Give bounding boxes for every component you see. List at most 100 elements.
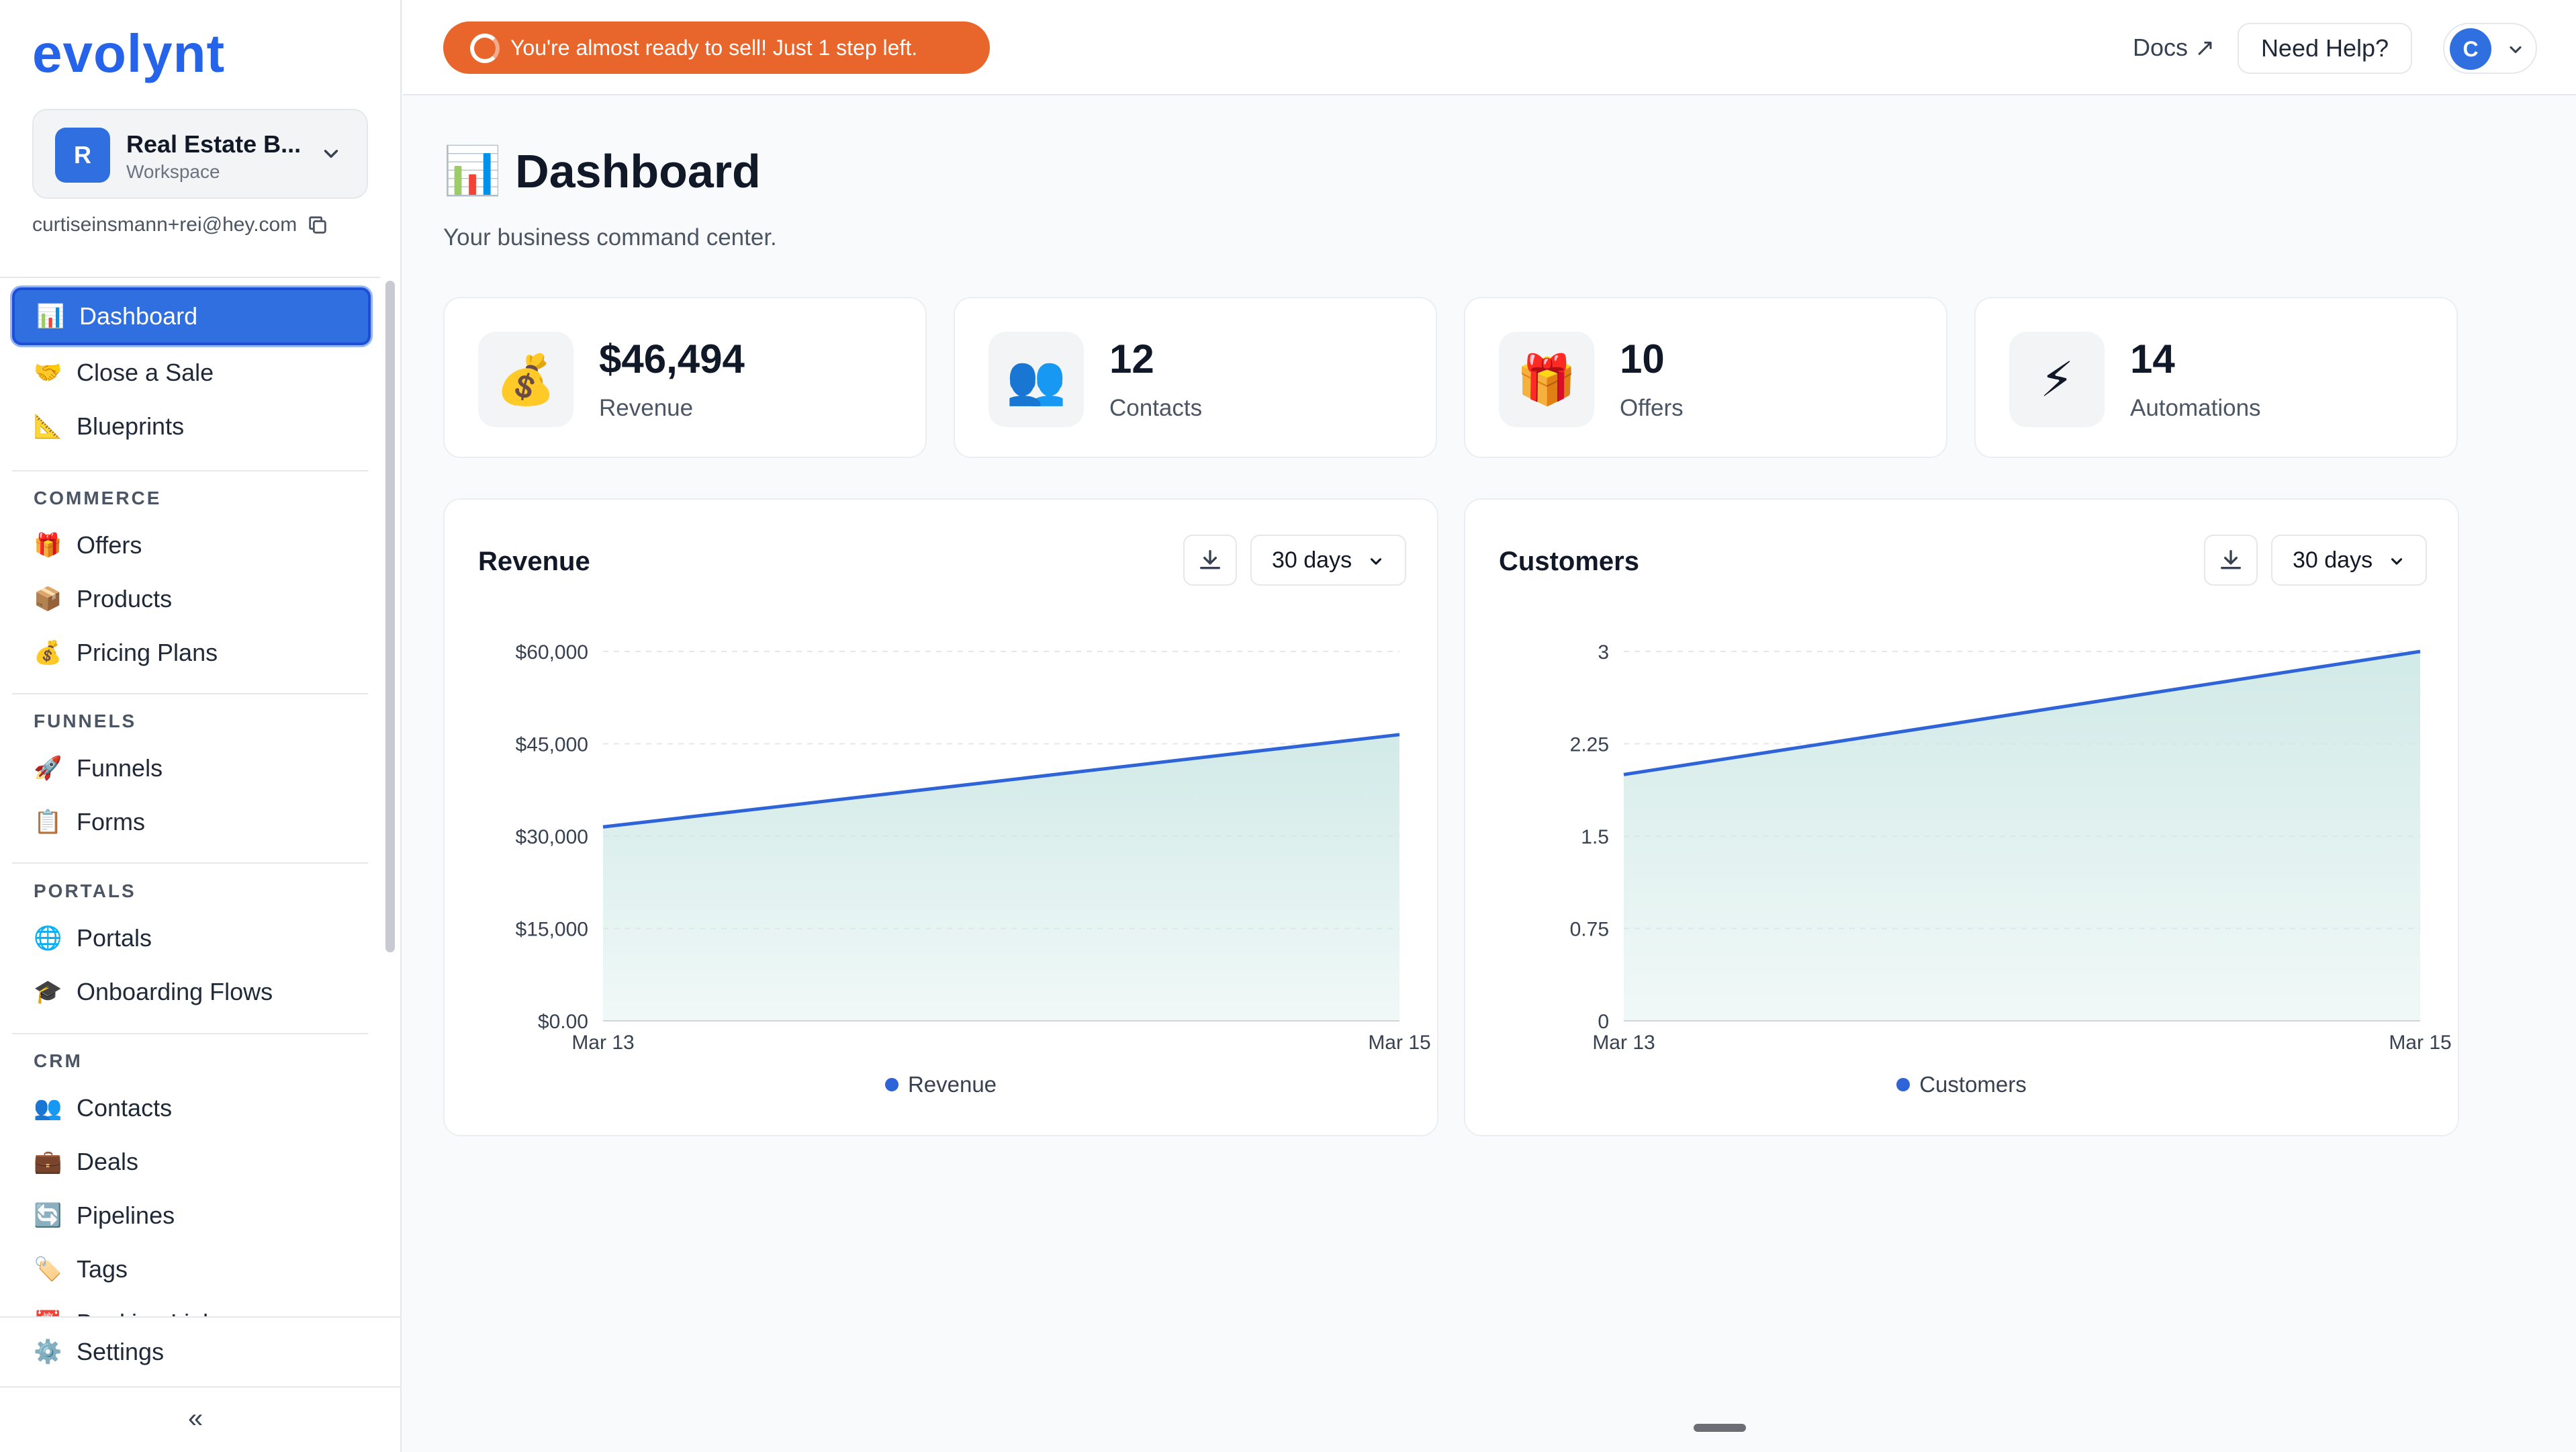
sidebar-item-label: Pricing Plans [77, 639, 218, 666]
need-help-button[interactable]: Need Help? [2238, 23, 2412, 74]
divider [12, 470, 368, 471]
section-header-commerce: COMMERCE [34, 488, 162, 508]
series-area [1624, 651, 2420, 1021]
sidebar-item-pipelines[interactable]: 🔄 Pipelines [12, 1187, 371, 1244]
top-bar: You're almost ready to sell! Just 1 step… [403, 0, 2576, 95]
sidebar-item-label: Blueprints [77, 412, 185, 440]
stat-value: 14 [2130, 336, 2175, 381]
docs-link[interactable]: Docs ↗ [2133, 34, 2215, 61]
sidebar-item-portals[interactable]: 🌐 Portals [12, 909, 371, 967]
revenue-area-chart: $0.00 $15,000 $30,000 $45,000 $60,000 Mar 13 M… [516, 641, 1431, 1054]
sidebar-item-deals[interactable]: 💼 Deals [12, 1133, 371, 1191]
sidebar-item-dashboard[interactable]: 📊 Dashboard [12, 287, 371, 345]
stat-label: Contacts [1109, 395, 1203, 421]
sidebar-item-funnels[interactable]: 🚀 Funnels [12, 739, 371, 797]
globe-icon: 🌐 [34, 925, 62, 951]
sidebar-item-label: Booking Links [77, 1309, 227, 1316]
legend-dot [884, 1078, 899, 1091]
sidebar-item-label: Deals [77, 1148, 139, 1175]
sidebar-item-settings[interactable]: ⚙️ Settings [12, 1323, 371, 1381]
chart-icon: 📊 [443, 144, 502, 197]
stat-label: Automations [2130, 395, 2261, 421]
sidebar-item-label: Dashboard [79, 302, 198, 330]
sidebar-item-label: Settings [77, 1338, 165, 1365]
download-button[interactable] [1183, 535, 1237, 586]
sidebar-item-onboarding-flows[interactable]: 🎓 Onboarding Flows [12, 963, 371, 1021]
revenue-chart-card: Revenue 30 days $0.00 $15,000 $30,000 $45,0… [443, 498, 1438, 1136]
y-tick-label: $15,000 [516, 919, 588, 941]
sidebar-item-label: Products [77, 585, 173, 612]
stat-value: 12 [1109, 336, 1154, 381]
sidebar-item-label: Offers [77, 531, 142, 559]
date-range-select[interactable]: 30 days [2271, 535, 2427, 586]
sidebar-item-tags[interactable]: 🏷️ Tags [12, 1240, 371, 1298]
stat-value: 10 [1620, 336, 1665, 381]
app-logo[interactable]: evolynt [32, 24, 226, 83]
sidebar-item-blueprints[interactable]: 📐 Blueprints [12, 398, 371, 455]
workspace-avatar: R [55, 128, 110, 183]
banner-text: You're almost ready to sell! Just 1 step… [510, 35, 918, 60]
chart-title: Customers [1499, 547, 1639, 576]
section-header-funnels: FUNNELS [34, 711, 137, 731]
chart-icon: 📊 [36, 304, 65, 329]
y-tick-label: 0 [1598, 1011, 1609, 1033]
stat-card-offers: 🎁 10 Offers [1464, 297, 1947, 458]
divider [12, 862, 368, 864]
divider [0, 277, 380, 278]
series-line [1623, 649, 2421, 776]
stat-label: Offers [1620, 395, 1684, 421]
sidebar-item-label: Tags [77, 1255, 128, 1283]
sidebar-item-label: Forms [77, 808, 145, 835]
gift-icon: 🎁 [1499, 332, 1594, 427]
sidebar-item-label: Funnels [77, 754, 163, 782]
sidebar-scrollbar[interactable] [385, 281, 395, 952]
chart-title: Revenue [478, 547, 590, 576]
divider [0, 1386, 402, 1388]
copy-icon[interactable] [306, 214, 329, 236]
people-icon: 👥 [988, 332, 1084, 427]
download-icon [2221, 550, 2241, 570]
money-bag-icon: 💰 [34, 640, 62, 666]
y-tick-label: 2.25 [1570, 734, 1609, 756]
date-range-select[interactable]: 30 days [1250, 535, 1406, 586]
clipboard-icon: 📋 [34, 809, 62, 835]
workspace-subtitle: Workspace [126, 161, 220, 182]
sidebar-item-contacts[interactable]: 👥 Contacts [12, 1079, 371, 1137]
legend-label: Customers [1919, 1072, 2027, 1097]
resize-handle[interactable] [1694, 1424, 1746, 1432]
section-header-crm: CRM [34, 1050, 83, 1071]
sidebar-item-offers[interactable]: 🎁 Offers [12, 516, 371, 574]
sidebar-item-forms[interactable]: 📋 Forms [12, 793, 371, 851]
sidebar-item-label: Portals [77, 924, 152, 952]
money-bag-icon: 💰 [478, 332, 573, 427]
stat-label: Revenue [599, 395, 694, 421]
y-tick-label: $0.00 [538, 1011, 588, 1033]
page-title: 📊 Dashboard [443, 144, 761, 199]
legend-label: Revenue [907, 1072, 997, 1097]
sidebar-item-close-a-sale[interactable]: 🤝 Close a Sale [12, 344, 371, 402]
date-range-value: 30 days [2293, 547, 2373, 573]
chart-legend: Revenue [445, 1072, 1437, 1097]
workspace-switcher[interactable]: R Real Estate B... Workspace [32, 109, 368, 199]
download-icon [1200, 550, 1220, 570]
stat-card-automations: ⚡ 14 Automations [1974, 297, 2458, 458]
sidebar-item-label: Close a Sale [77, 359, 214, 386]
calendar-icon: 📅 [34, 1310, 64, 1316]
chevron-down-icon [2510, 46, 2522, 54]
progress-ring-icon [470, 34, 500, 63]
setup-progress-banner[interactable]: You're almost ready to sell! Just 1 step… [443, 21, 990, 74]
series-area [603, 734, 1399, 1021]
sidebar-item-products[interactable]: 📦 Products [12, 570, 371, 628]
collapse-sidebar-button[interactable]: « [188, 1404, 203, 1433]
sidebar-item-booking-links[interactable]: 📅 Booking Links [12, 1294, 371, 1316]
lightning-icon: ⚡ [2009, 332, 2105, 427]
legend-dot [1896, 1078, 1911, 1091]
customers-area-chart: 0 0.75 1.5 2.25 3 Mar 13 Mar 15 [1570, 641, 2452, 1054]
sidebar-item-pricing-plans[interactable]: 💰 Pricing Plans [12, 624, 371, 682]
series-line [602, 733, 1400, 829]
download-button[interactable] [2204, 535, 2258, 586]
user-menu[interactable]: C [2443, 23, 2537, 74]
account-email-text: curtiseinsmann+rei@hey.com [32, 214, 297, 236]
stat-value: $46,494 [599, 336, 745, 381]
